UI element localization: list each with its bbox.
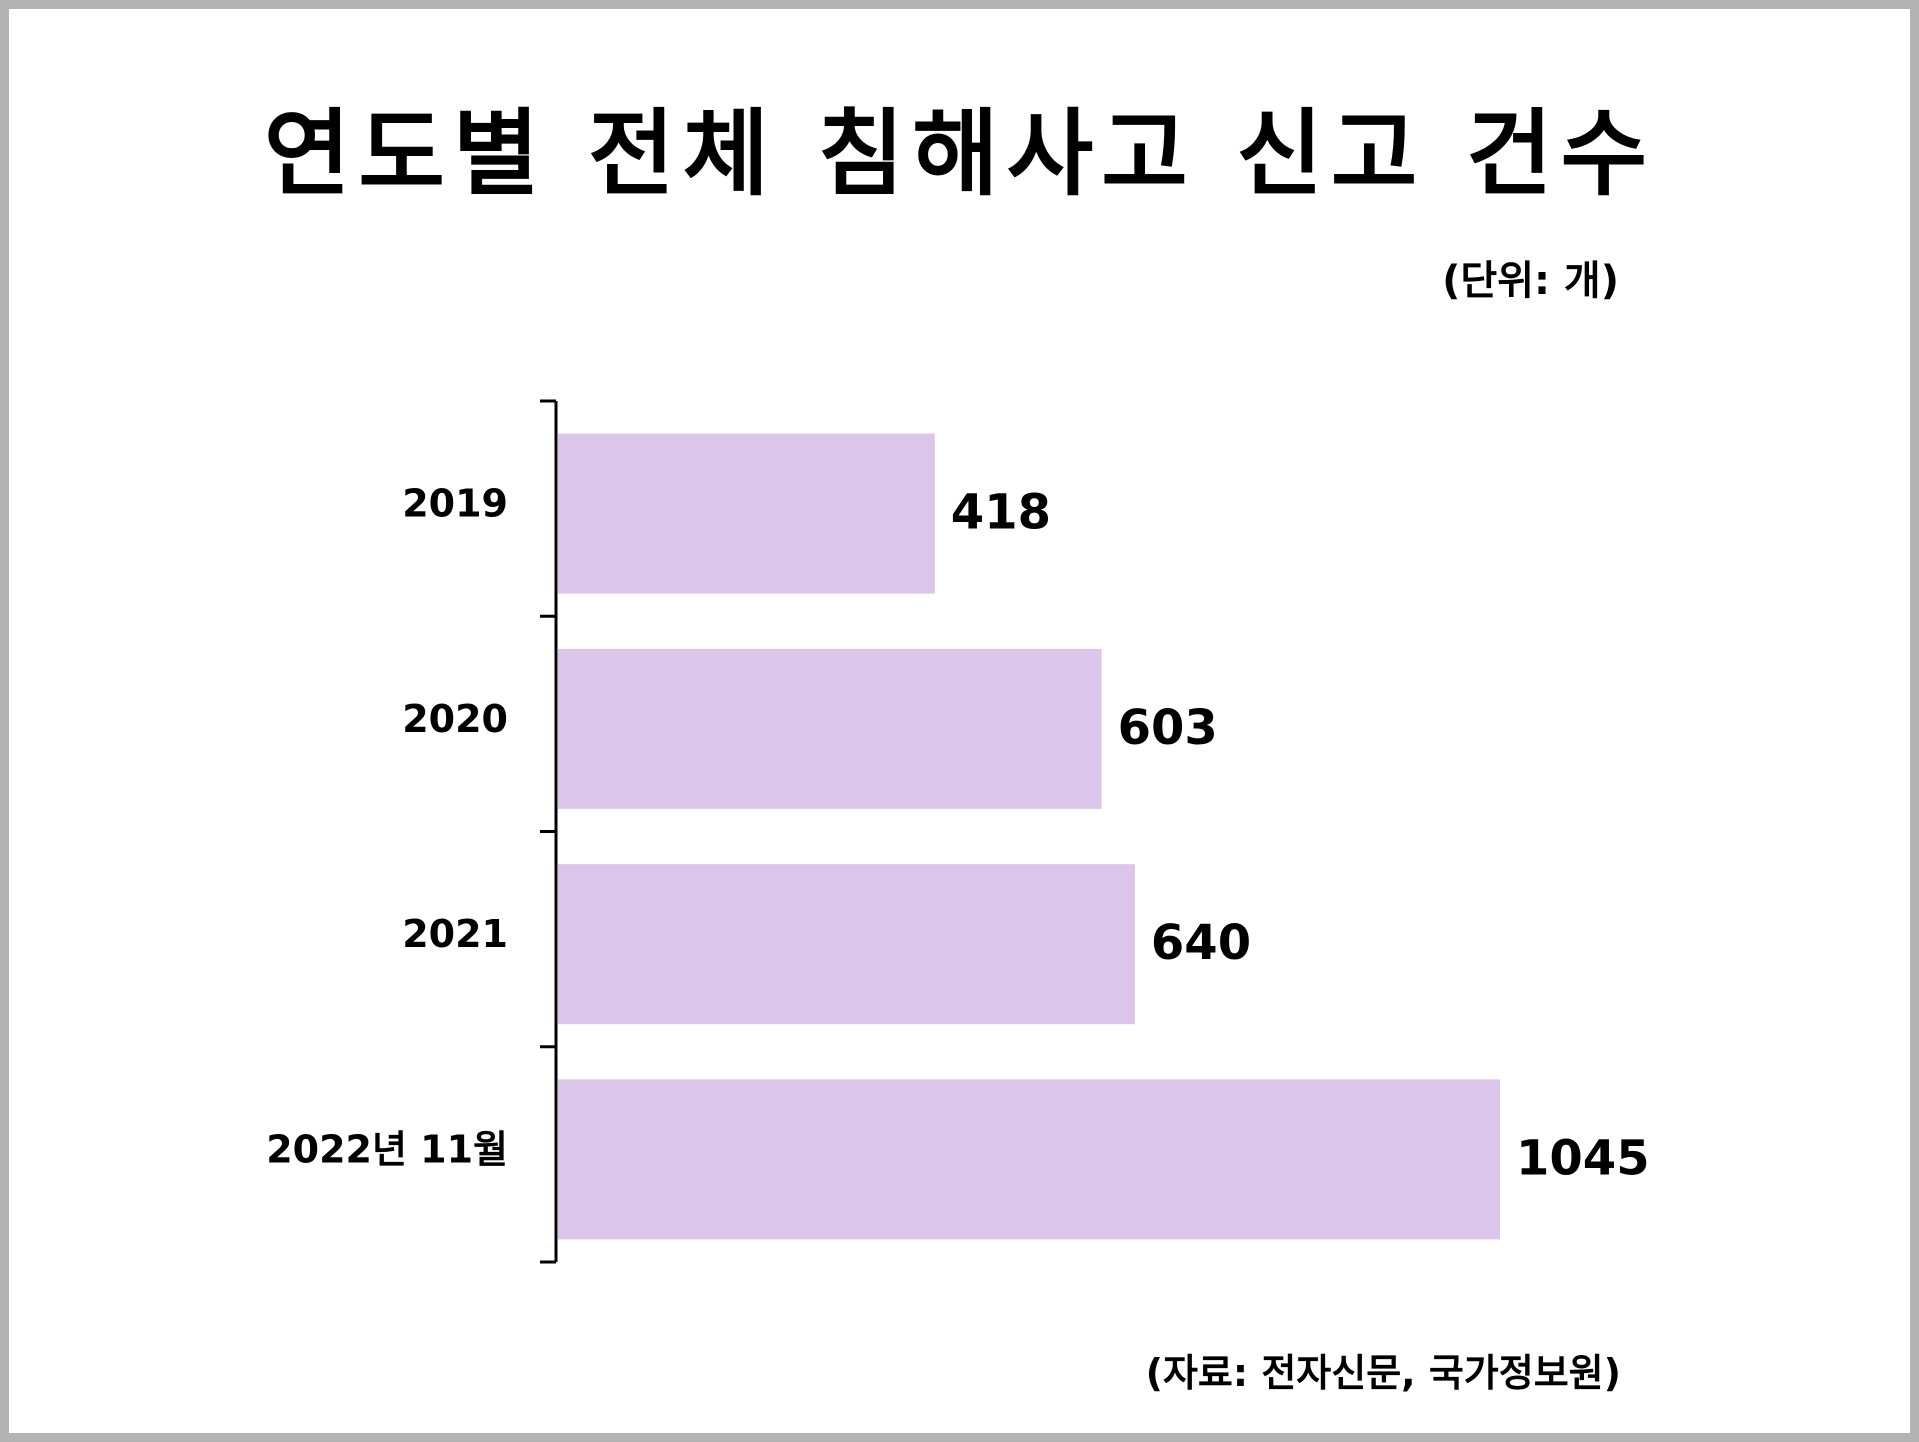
category-label: 2022년 11월: [266, 1127, 508, 1171]
value-label: 640: [1151, 915, 1251, 971]
bar: [558, 433, 935, 594]
bar: [558, 864, 1135, 1025]
category-label: 2020: [402, 697, 508, 741]
chart-title: 연도별 전체 침해사고 신고 건수: [263, 100, 1656, 209]
bar: [558, 1079, 1500, 1240]
unit-label: (단위: 개): [1442, 258, 1619, 304]
source-note: (자료: 전자신문, 국가정보원): [1145, 1351, 1621, 1395]
value-label: 1045: [1516, 1130, 1650, 1186]
bar: [558, 648, 1102, 809]
value-label: 603: [1118, 700, 1218, 756]
value-label: 418: [951, 485, 1051, 541]
category-label: 2019: [402, 482, 508, 526]
category-label: 2021: [402, 912, 508, 956]
